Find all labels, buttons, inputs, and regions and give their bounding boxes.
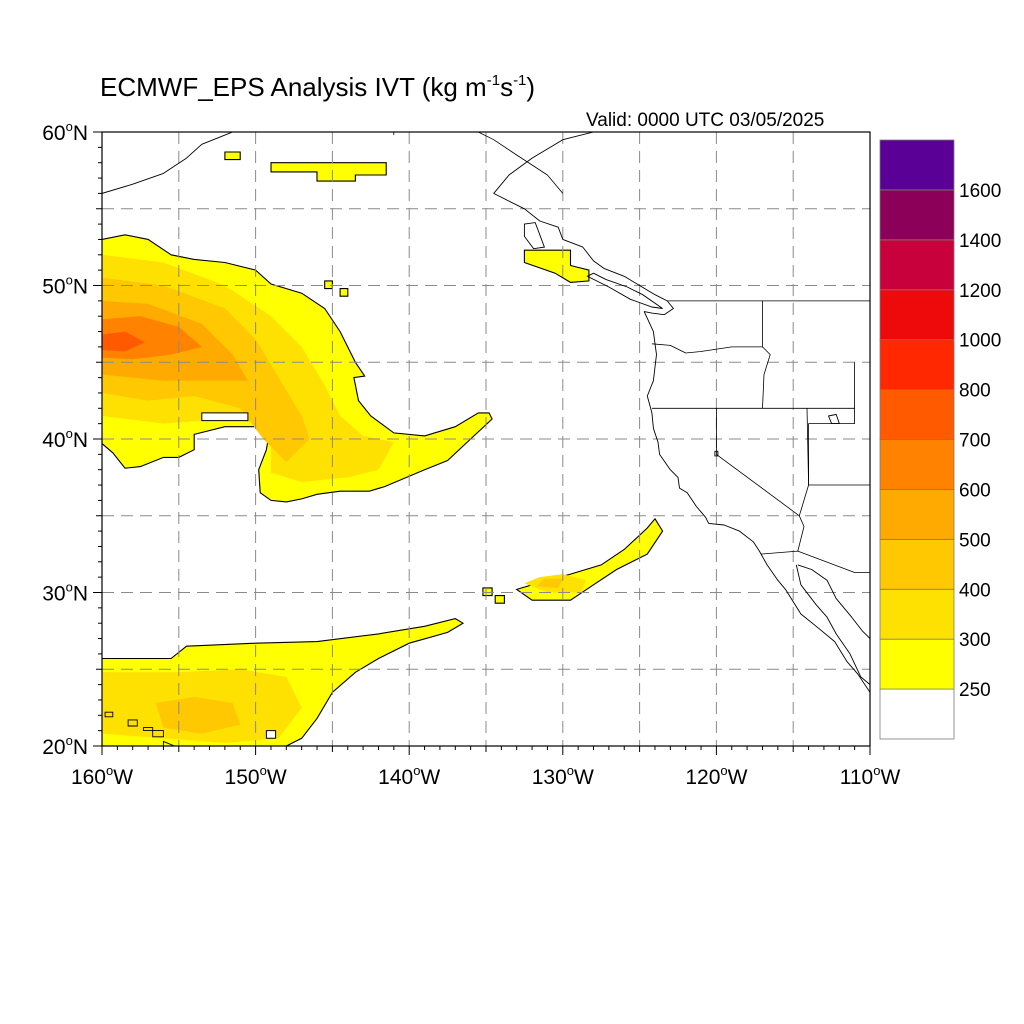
valid-time-label: Valid: 0000 UTC 03/05/2025 (586, 110, 825, 131)
colorbar-swatch (879, 688, 955, 740)
colorbar-swatch (879, 638, 955, 690)
ivt-region-gulf-of-alaska-patch (270, 162, 387, 182)
colorbar-swatch (879, 189, 955, 241)
colorbar: 250 300 400 500 600 700 800 1000 1200 1400 1600 (879, 139, 1001, 740)
lat-label: 50oN (42, 273, 88, 299)
ivt-region-subtropical-core-400 (536, 578, 563, 588)
lon-label: 110oW (840, 763, 901, 789)
alaska-coastline (102, 132, 233, 194)
colorbar-label: 800 (959, 381, 991, 402)
lake-outline (714, 450, 719, 457)
ivt-region-alaska-small-patch (224, 151, 241, 161)
political-border (760, 550, 870, 573)
ivt-region-speck-1 (482, 587, 493, 597)
lat-label: 40oN (42, 426, 88, 452)
figure-title: ECMWF_EPS Analysis IVT (kg m-1s-1) (100, 72, 535, 103)
colorbar-swatch (879, 289, 955, 341)
vancouver-island-outline (586, 272, 663, 309)
ivt-region-small-blob-1 (324, 280, 333, 290)
ivt-hole-0 (201, 412, 249, 422)
haida-gwaii-outline (523, 222, 546, 250)
ivt-region-small-blob-2 (339, 288, 349, 297)
axis-labels: 60oN 50oN 40oN 30oN 20oN 160oW 150oW 140oW 130oW… (42, 119, 900, 789)
lat-label: 60oN (42, 119, 88, 145)
lon-label: 160oW (71, 763, 133, 789)
lat-lon-gridlines (102, 132, 870, 746)
hawaii-island-outline (127, 719, 138, 727)
ivt-region-hawaii-core-400 (155, 696, 241, 734)
lat-label: 30oN (42, 580, 88, 606)
political-border (478, 132, 564, 194)
political-border (798, 408, 809, 516)
colorbar-swatch (879, 139, 955, 191)
title-superscript-1: -1 (486, 72, 501, 89)
lat-label: 20oN (42, 733, 88, 759)
colorbar-label: 600 (959, 480, 991, 501)
hawaii-island-outline (152, 730, 164, 738)
ivt-region-speck-2 (494, 595, 505, 604)
title-text-suffix: ) (526, 72, 536, 102)
colorbar-label: 500 (959, 530, 991, 551)
colorbar-label: 400 (959, 580, 991, 601)
lake-outline (827, 413, 840, 425)
colorbar-label: 700 (959, 431, 991, 452)
colorbar-swatch (879, 339, 955, 390)
lon-label: 150oW (225, 763, 287, 789)
colorbar-swatch (879, 439, 955, 490)
ivt-shading-layer (102, 151, 664, 746)
title-text: ECMWF_EPS Analysis IVT (kg m (100, 72, 487, 102)
colorbar-label: 250 (959, 680, 991, 701)
lon-label: 140oW (378, 763, 440, 789)
baja-gulf-coastline (795, 564, 870, 685)
axis-ticks (93, 131, 871, 755)
colorbar-swatch (879, 538, 955, 590)
colorbar-swatch (879, 389, 955, 440)
political-border (762, 300, 771, 409)
colorbar-label: 1200 (959, 281, 1001, 302)
colorbar-swatch (879, 239, 955, 291)
colorbar-label: 1600 (959, 181, 1001, 202)
title-superscript-2: -1 (513, 72, 527, 89)
political-border (651, 343, 763, 354)
ivt-region-vancouver-island-patch (523, 249, 590, 283)
colorbar-swatch (879, 489, 955, 540)
hawaii-island-outline (104, 711, 114, 718)
lon-label: 130oW (532, 763, 594, 789)
colorbar-swatch (879, 588, 955, 640)
coastlines-and-borders (102, 132, 870, 746)
colorbar-label: 300 (959, 630, 991, 651)
ivt-hole-1 (265, 730, 277, 739)
lon-label: 120oW (685, 763, 747, 789)
ivt-region-core-700 (102, 331, 145, 352)
colorbar-label: 1000 (959, 331, 1001, 352)
political-border (808, 362, 870, 486)
political-border (716, 408, 805, 552)
west-coast-coastline (493, 132, 870, 693)
title-text-mid: s (500, 72, 514, 102)
mexico-gulf-coastline (797, 564, 870, 639)
colorbar-label: 1400 (959, 231, 1001, 252)
